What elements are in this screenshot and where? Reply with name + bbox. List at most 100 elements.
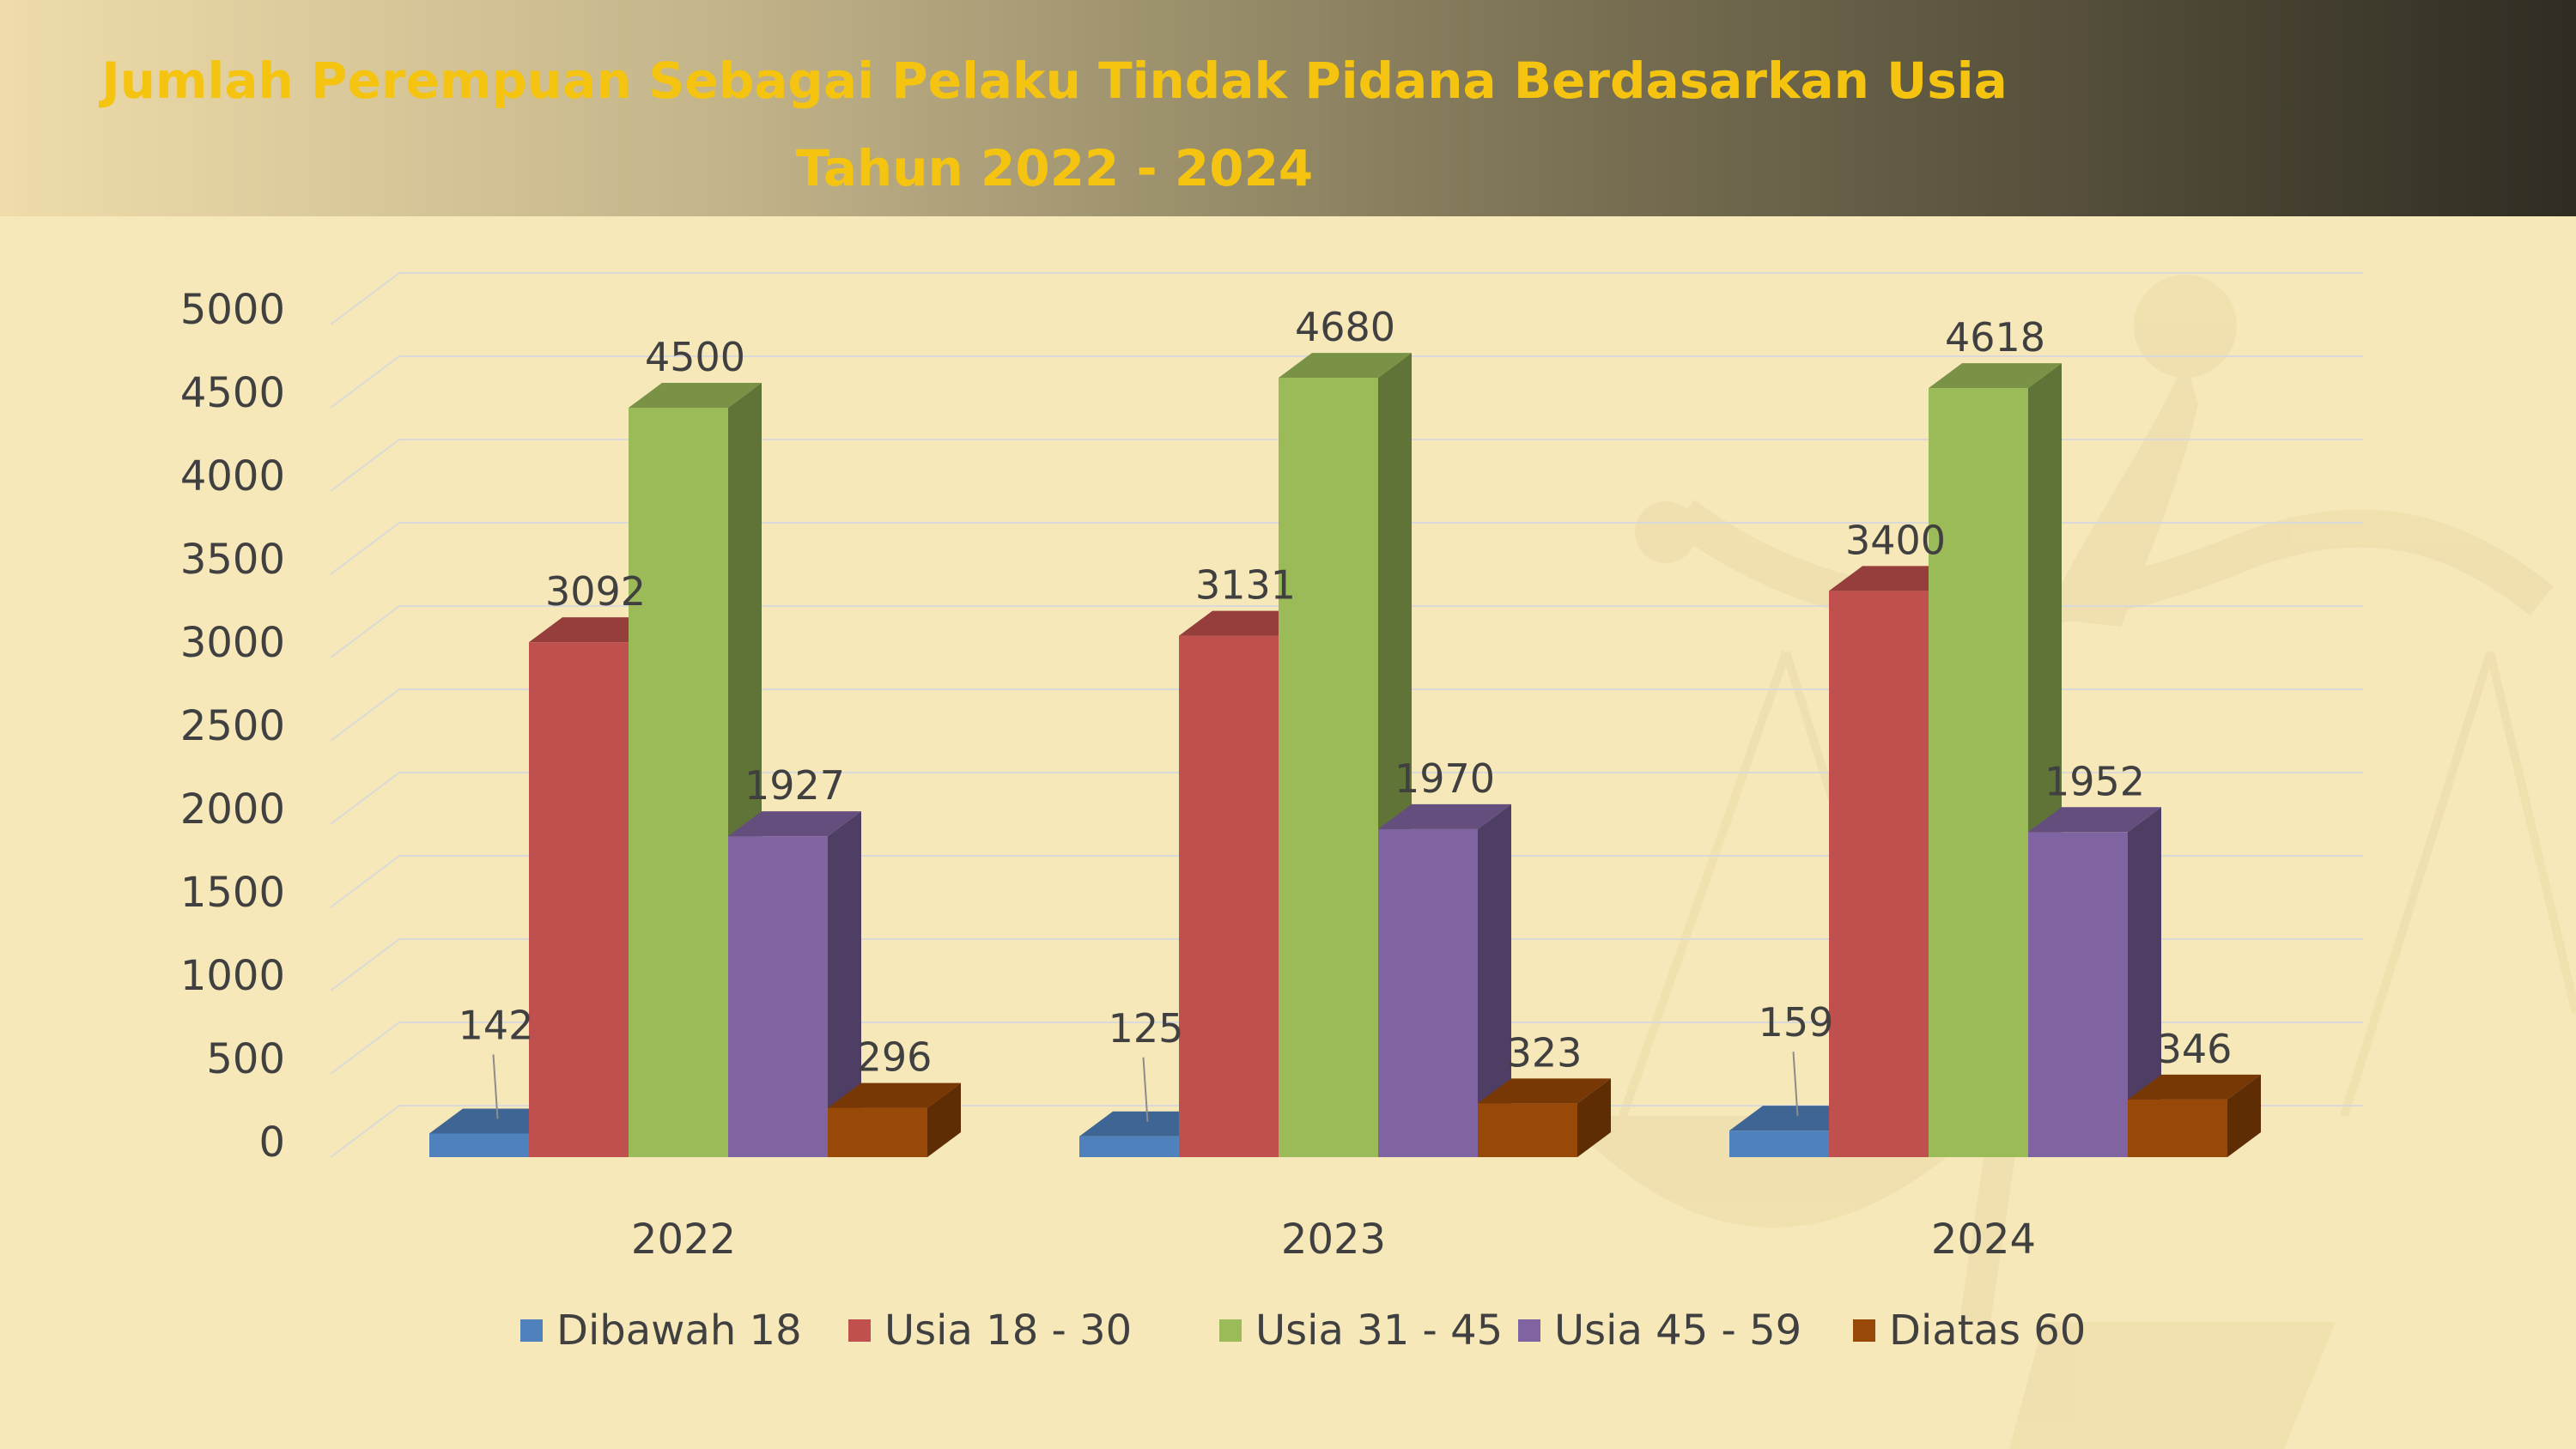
bar-side bbox=[927, 1082, 961, 1157]
gridline-depth bbox=[330, 1105, 400, 1158]
bar-front bbox=[828, 1107, 927, 1157]
bar-front bbox=[1929, 388, 2028, 1157]
bar-2023-3 bbox=[1378, 803, 1511, 1157]
bar-top bbox=[728, 811, 861, 837]
x-tick-label: 2023 bbox=[1281, 1216, 1386, 1264]
bar-2024-4 bbox=[2128, 1074, 2261, 1157]
bar-front bbox=[629, 408, 728, 1157]
legend-label: Usia 18 - 30 bbox=[884, 1307, 1132, 1355]
data-label: 4618 bbox=[1945, 314, 2045, 361]
bar-front bbox=[1378, 828, 1478, 1157]
bar-top bbox=[1929, 363, 2062, 389]
data-label: 346 bbox=[2157, 1026, 2233, 1072]
legend-item: Usia 45 - 59 bbox=[1518, 1307, 1801, 1355]
gridline-depth bbox=[330, 1022, 400, 1075]
data-label: 159 bbox=[1759, 999, 1834, 1046]
bar-front bbox=[2028, 832, 2128, 1157]
legend-item: Diatas 60 bbox=[1853, 1307, 2086, 1355]
data-label: 323 bbox=[1507, 1029, 1583, 1076]
legend-label: Usia 31 - 45 bbox=[1255, 1307, 1503, 1355]
x-tick-label: 2022 bbox=[631, 1216, 736, 1264]
bar-top bbox=[828, 1082, 961, 1108]
bar-front bbox=[1179, 635, 1279, 1157]
data-label: 3400 bbox=[1845, 517, 1946, 563]
gridline-depth bbox=[330, 605, 400, 658]
bar-front bbox=[1729, 1131, 1829, 1157]
y-tick-label: 1000 bbox=[180, 952, 285, 1000]
data-label: 125 bbox=[1109, 1005, 1184, 1052]
data-label: 1970 bbox=[1394, 755, 1495, 802]
y-tick-label: 3500 bbox=[180, 536, 285, 584]
bar-2022-4 bbox=[828, 1082, 961, 1157]
bar-2024-3 bbox=[2028, 807, 2161, 1157]
y-tick-label: 2000 bbox=[180, 785, 285, 834]
gridline-depth bbox=[330, 772, 400, 825]
gridline-depth bbox=[330, 272, 400, 325]
legend-swatch bbox=[848, 1319, 871, 1342]
bar-top bbox=[2028, 807, 2161, 833]
gridline-depth bbox=[330, 938, 400, 991]
bar-2023-4 bbox=[1478, 1078, 1611, 1157]
bar-top bbox=[629, 383, 762, 408]
gridline-depth bbox=[330, 439, 400, 492]
gridline-depth bbox=[330, 855, 400, 908]
data-label: 3131 bbox=[1195, 562, 1296, 609]
bar-side bbox=[2128, 807, 2161, 1157]
bar-2022-3 bbox=[728, 811, 861, 1157]
gridline-depth bbox=[330, 355, 400, 409]
bar-front bbox=[429, 1133, 529, 1157]
legend-swatch bbox=[1219, 1319, 1242, 1342]
gridline-depth bbox=[330, 688, 400, 742]
y-tick-label: 500 bbox=[206, 1035, 285, 1083]
y-tick-label: 4500 bbox=[180, 369, 285, 417]
y-tick-label: 1500 bbox=[180, 869, 285, 917]
data-label: 142 bbox=[459, 1002, 534, 1048]
legend-swatch bbox=[1518, 1319, 1540, 1342]
y-tick-label: 3000 bbox=[180, 619, 285, 667]
y-tick-label: 4000 bbox=[180, 452, 285, 500]
bar-side bbox=[828, 811, 861, 1157]
label-leader bbox=[1792, 1052, 1799, 1117]
data-labels: 142 3092 4500 1927 296 125 3131 4680 1970 323 159 3… bbox=[459, 304, 2233, 1080]
y-tick-label: 2500 bbox=[180, 702, 285, 750]
x-axis: 2022 2023 2024 bbox=[631, 1216, 2036, 1264]
bar-side bbox=[1478, 803, 1511, 1157]
bar-front bbox=[1478, 1103, 1577, 1157]
data-label: 1927 bbox=[744, 762, 845, 809]
label-leader bbox=[492, 1054, 499, 1119]
legend-item: Usia 31 - 45 bbox=[1219, 1307, 1503, 1355]
bar-top bbox=[1478, 1078, 1611, 1104]
gridline-depth bbox=[330, 522, 400, 575]
legend-item: Usia 18 - 30 bbox=[848, 1307, 1132, 1355]
bar-front bbox=[728, 836, 828, 1157]
y-tick-label: 0 bbox=[258, 1119, 285, 1167]
bar-front bbox=[529, 642, 629, 1157]
bar-top bbox=[1279, 353, 1412, 379]
legend-item: Dibawah 18 bbox=[520, 1307, 802, 1355]
legend-label: Diatas 60 bbox=[1889, 1307, 2086, 1355]
bar-front bbox=[1079, 1136, 1179, 1157]
bar-top bbox=[2128, 1074, 2261, 1100]
title-banner: Jumlah Perempuan Sebagai Pelaku Tindak P… bbox=[0, 0, 2576, 216]
bar-top bbox=[1378, 803, 1511, 829]
bar-side bbox=[1577, 1078, 1611, 1157]
data-label: 1952 bbox=[2044, 758, 2145, 804]
legend-swatch bbox=[1853, 1319, 1875, 1342]
legend-label: Usia 45 - 59 bbox=[1554, 1307, 1801, 1355]
data-label-leaders bbox=[492, 1052, 1799, 1122]
chart-bars bbox=[429, 353, 2261, 1158]
bar-front bbox=[2128, 1099, 2227, 1157]
bar-front bbox=[1279, 378, 1378, 1158]
chart-legend: Dibawah 18 Usia 18 - 30 Usia 31 - 45 Usia 4… bbox=[520, 1307, 2086, 1355]
y-tick-label: 5000 bbox=[180, 286, 285, 334]
legend-label: Dibawah 18 bbox=[556, 1307, 802, 1355]
x-tick-label: 2024 bbox=[1931, 1216, 2036, 1264]
legend-swatch bbox=[520, 1319, 543, 1342]
y-axis: 0 500 1000 1500 2000 2500 3000 3500 4000 4500 5000 bbox=[180, 286, 285, 1167]
data-label: 3092 bbox=[545, 568, 646, 615]
data-label: 296 bbox=[857, 1034, 933, 1081]
label-leader bbox=[1142, 1057, 1149, 1122]
chart-title: Jumlah Perempuan Sebagai Pelaku Tindak P… bbox=[101, 52, 2008, 110]
bar-front bbox=[1829, 591, 1929, 1157]
